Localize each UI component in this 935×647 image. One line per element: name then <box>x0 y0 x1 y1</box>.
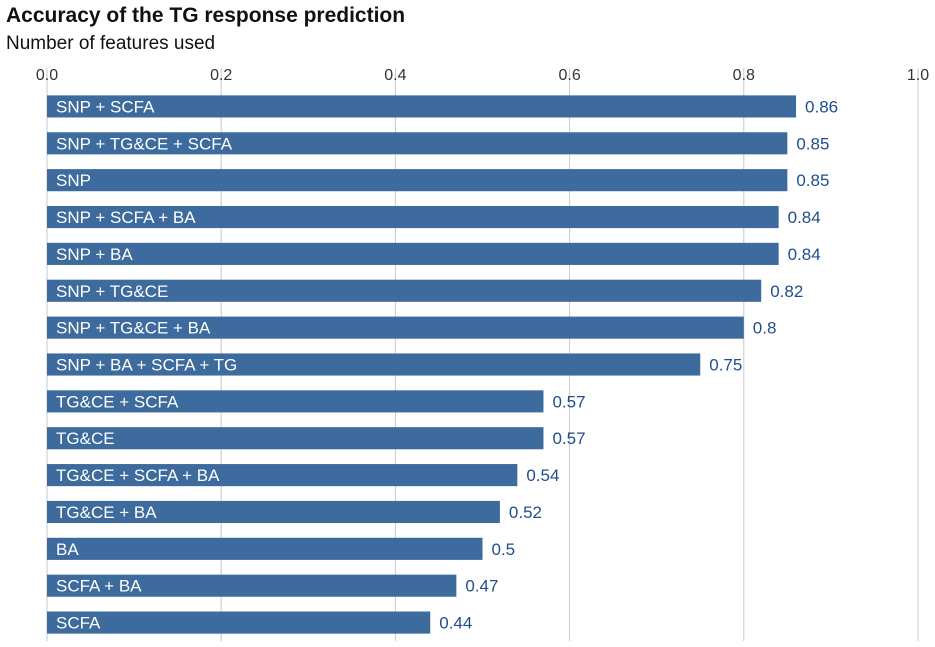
category-label: SCFA + BA <box>56 577 142 596</box>
bar <box>47 611 431 634</box>
category-label: SNP + BA + SCFA + TG <box>56 356 237 375</box>
value-label: 0.57 <box>552 392 585 411</box>
bars: SNP + SCFA 0.86 SNP + TG&CE + SCFA 0.85 SNP 0… <box>47 95 838 634</box>
bar <box>47 279 762 302</box>
value-label: 0.5 <box>492 540 516 559</box>
bar <box>47 316 744 339</box>
bar <box>47 500 500 524</box>
bar <box>47 353 701 376</box>
x-tick-label: 0.2 <box>210 67 232 84</box>
bar <box>47 390 544 413</box>
bar <box>47 574 457 597</box>
value-label: 0.52 <box>509 503 542 522</box>
category-label: SNP + BA <box>56 245 133 264</box>
value-label: 0.47 <box>465 577 498 596</box>
value-label: 0.57 <box>552 429 585 448</box>
value-label: 0.84 <box>788 245 821 264</box>
category-label: SNP + TG&CE + BA <box>56 319 211 338</box>
value-label: 0.85 <box>796 134 829 153</box>
category-label: TG&CE + SCFA <box>56 392 179 411</box>
category-label: SNP + TG&CE + SCFA <box>56 134 233 153</box>
x-tick-label: 0.4 <box>384 67 406 84</box>
category-label: TG&CE + SCFA + BA <box>56 466 220 485</box>
category-label: SNP + SCFA <box>56 97 155 116</box>
value-label: 0.75 <box>709 356 742 375</box>
bar <box>47 95 797 118</box>
category-label: TG&CE <box>56 429 115 448</box>
category-label: SNP <box>56 171 91 190</box>
category-label: SNP + SCFA + BA <box>56 208 196 227</box>
chart-title: Accuracy of the TG response prediction <box>6 4 406 27</box>
chart-subtitle: Number of features used <box>6 33 216 54</box>
x-axis-ticks: 0.0 0.2 0.4 0.6 0.8 1.0 <box>36 67 929 84</box>
bar <box>47 427 544 450</box>
bar <box>47 205 779 229</box>
value-label: 0.54 <box>526 466 559 485</box>
bar <box>47 132 788 155</box>
value-label: 0.8 <box>753 319 777 338</box>
x-tick-label: 0.8 <box>733 67 755 84</box>
bar <box>47 169 788 192</box>
bar <box>47 242 779 265</box>
x-tick-label: 1.0 <box>907 67 929 84</box>
category-label: SCFA <box>56 614 101 633</box>
category-label: SNP + TG&CE <box>56 282 168 301</box>
category-label: BA <box>56 540 79 559</box>
bar <box>47 464 518 487</box>
value-label: 0.85 <box>796 171 829 190</box>
value-label: 0.86 <box>805 97 838 116</box>
value-label: 0.84 <box>788 208 821 227</box>
value-label: 0.44 <box>439 614 472 633</box>
value-label: 0.82 <box>770 282 803 301</box>
x-tick-label: 0.0 <box>36 67 58 84</box>
x-tick-label: 0.6 <box>558 67 580 84</box>
bar <box>47 537 483 560</box>
category-label: TG&CE + BA <box>56 503 157 522</box>
